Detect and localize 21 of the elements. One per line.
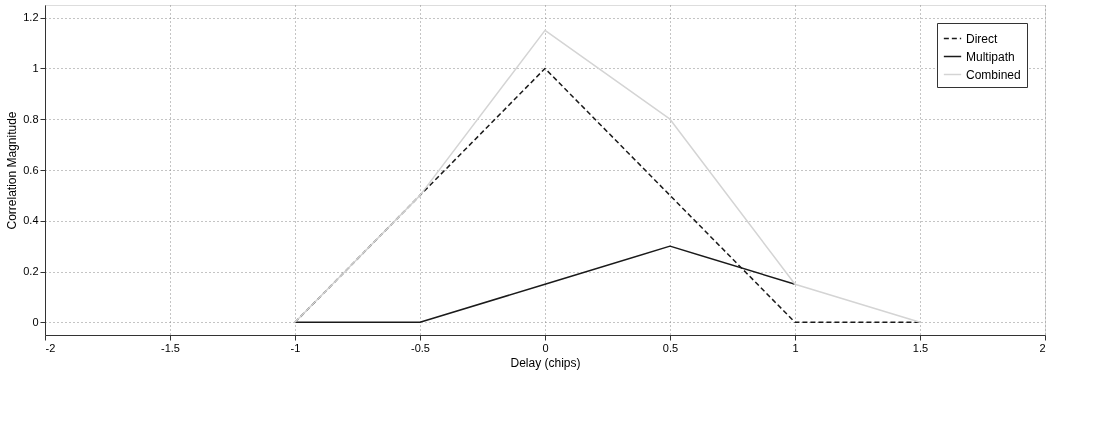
legend-label: Direct: [966, 31, 998, 46]
y-tick-label: 0.2: [23, 265, 39, 278]
y-tick-label: 1: [32, 61, 39, 74]
x-tick-label: 1: [792, 341, 799, 354]
x-tick-label: -2: [45, 341, 56, 354]
x-tick-label: -1.5: [161, 341, 180, 354]
x-tick-label: 1.5: [912, 341, 929, 354]
x-axis-title: Delay (chips): [510, 355, 581, 370]
x-tick-label: -0.5: [411, 341, 430, 354]
x-tick-label: 0.5: [662, 341, 679, 354]
legend-label: Combined: [966, 67, 1021, 82]
y-tick-label: 1.2: [23, 11, 39, 24]
y-tick-label: 0.8: [23, 112, 39, 125]
y-tick-label: 0.6: [23, 163, 39, 176]
y-axis-title: Correlation Magnitude: [5, 111, 20, 230]
y-tick-label: 0: [32, 315, 39, 328]
x-tick-label: -1: [290, 341, 301, 354]
y-tick-label: 0.4: [23, 214, 39, 227]
x-tick-label: 0: [542, 341, 549, 354]
x-tick-label: 2: [1039, 341, 1046, 354]
legend-label: Multipath: [966, 49, 1015, 64]
